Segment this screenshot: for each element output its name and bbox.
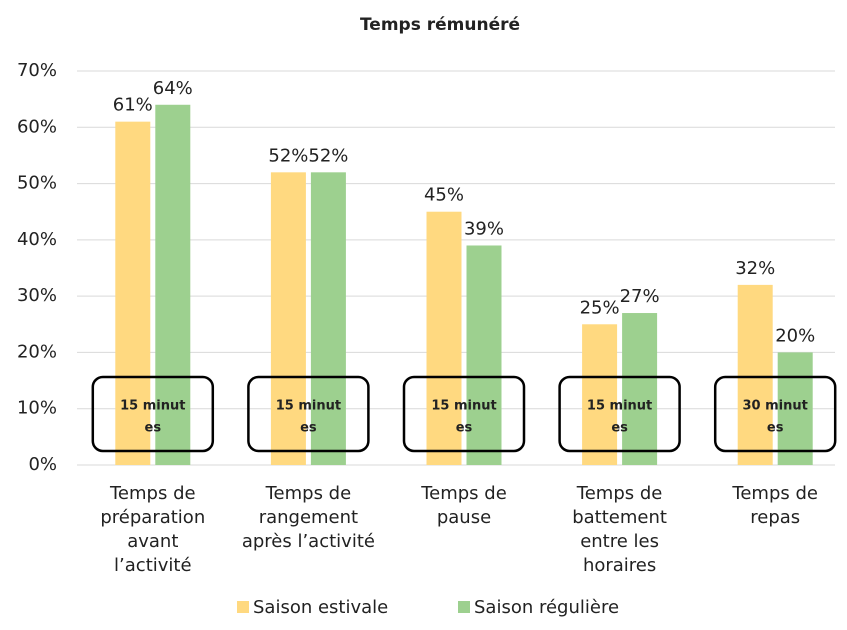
legend-swatch <box>237 601 249 613</box>
bar <box>737 284 773 465</box>
value-label: 39% <box>464 218 504 239</box>
value-label: 52% <box>268 145 308 166</box>
annotation-text: es <box>611 421 628 436</box>
y-tick-label: 50% <box>17 173 57 194</box>
value-label: 32% <box>735 258 775 279</box>
x-tick-label: Temps de préparation avant l’activité <box>100 483 205 576</box>
annotation-box <box>247 375 370 453</box>
y-tick-label: 70% <box>17 60 57 81</box>
annotation-box <box>558 375 681 453</box>
value-label: 61% <box>113 95 153 116</box>
annotation-box <box>713 375 837 453</box>
annotation-text: es <box>767 421 784 436</box>
bar <box>582 324 618 465</box>
legend-label: Saison régulière <box>474 597 619 618</box>
annotation-text: es <box>456 421 473 436</box>
legend-label: Saison estivale <box>253 597 388 618</box>
y-tick-label: 20% <box>17 341 57 362</box>
annotation-text: 15 minut <box>120 399 185 414</box>
value-label: 64% <box>153 78 193 99</box>
value-label: 20% <box>775 325 815 346</box>
y-tick-label: 10% <box>17 398 57 419</box>
y-tick-label: 60% <box>17 116 57 137</box>
bar <box>155 104 191 466</box>
x-tick-label: Temps de repas <box>731 483 818 528</box>
bar <box>270 172 306 466</box>
value-label: 45% <box>424 185 464 206</box>
bar <box>466 245 502 465</box>
y-tick-label: 0% <box>28 454 57 475</box>
bar <box>777 352 813 465</box>
annotation-box <box>91 375 215 453</box>
bar <box>622 313 658 465</box>
annotation-box <box>402 375 526 453</box>
bar <box>426 211 462 465</box>
chart-title: Temps rémunéré <box>360 15 520 35</box>
bar <box>310 172 346 466</box>
value-label: 27% <box>620 286 660 307</box>
annotation-text: 30 minut <box>743 399 808 414</box>
value-label: 52% <box>308 145 348 166</box>
legend-swatch <box>458 601 470 613</box>
annotation-text: es <box>145 421 162 436</box>
annotation-text: 15 minut <box>587 399 652 414</box>
y-tick-label: 30% <box>17 285 57 306</box>
annotation-text: 15 minut <box>431 399 496 414</box>
annotation-text: 15 minut <box>276 399 341 414</box>
x-tick-label: Temps de battement entre les horaires <box>572 483 667 576</box>
y-tick-label: 40% <box>17 229 57 250</box>
value-label: 25% <box>580 297 620 318</box>
bar <box>115 121 151 466</box>
x-tick-label: Temps de pause <box>420 483 507 528</box>
annotation-text: es <box>300 421 317 436</box>
x-tick-label: Temps de rangement après l’activité <box>242 483 375 552</box>
